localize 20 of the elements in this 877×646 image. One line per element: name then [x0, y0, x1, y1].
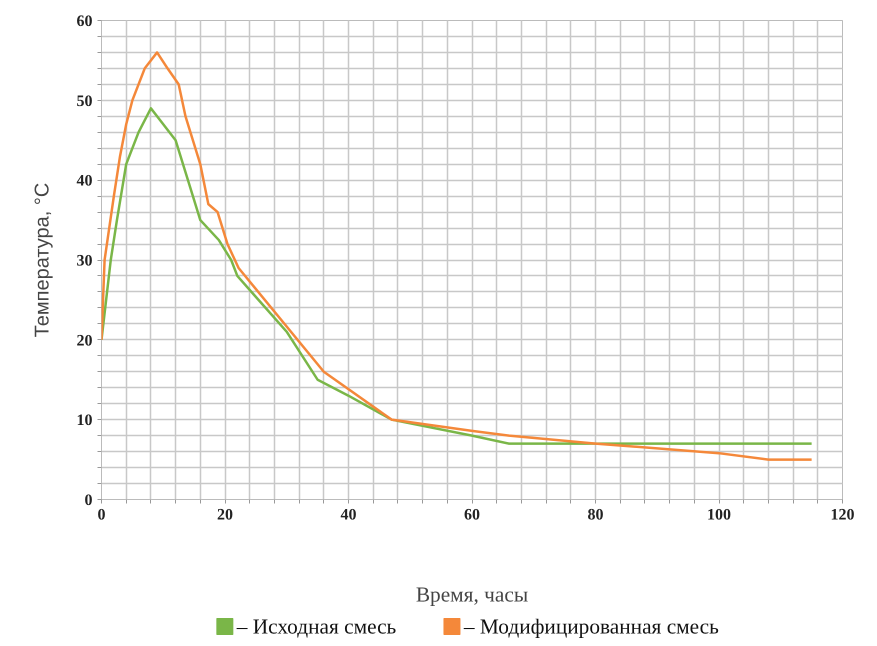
x-tick-label: 0 — [98, 506, 106, 524]
y-tick-label: 40 — [76, 172, 92, 190]
x-tick-label: 20 — [217, 506, 233, 524]
y-tick-label: 60 — [76, 13, 92, 30]
y-tick-label: 30 — [76, 252, 92, 270]
x-tick-label: 80 — [588, 506, 604, 524]
x-axis-title: Время, часы — [416, 582, 528, 606]
legend-label: – Модифицированная смесь — [462, 614, 720, 638]
y-tick-label: 50 — [76, 92, 92, 110]
y-tick-label: 0 — [84, 492, 92, 509]
legend-label: – Исходная смесь — [236, 614, 397, 638]
y-axis-title: Температура, °C — [32, 182, 54, 338]
line-series — [102, 51, 813, 461]
y-tick-label: 20 — [76, 332, 92, 350]
x-tick-label: 120 — [830, 506, 854, 524]
x-tick-label: 60 — [464, 506, 480, 524]
y-tick-label: 10 — [76, 412, 92, 430]
x-tick-label: 40 — [340, 506, 356, 524]
x-tick-label: 100 — [707, 506, 731, 524]
line-series — [102, 107, 813, 445]
